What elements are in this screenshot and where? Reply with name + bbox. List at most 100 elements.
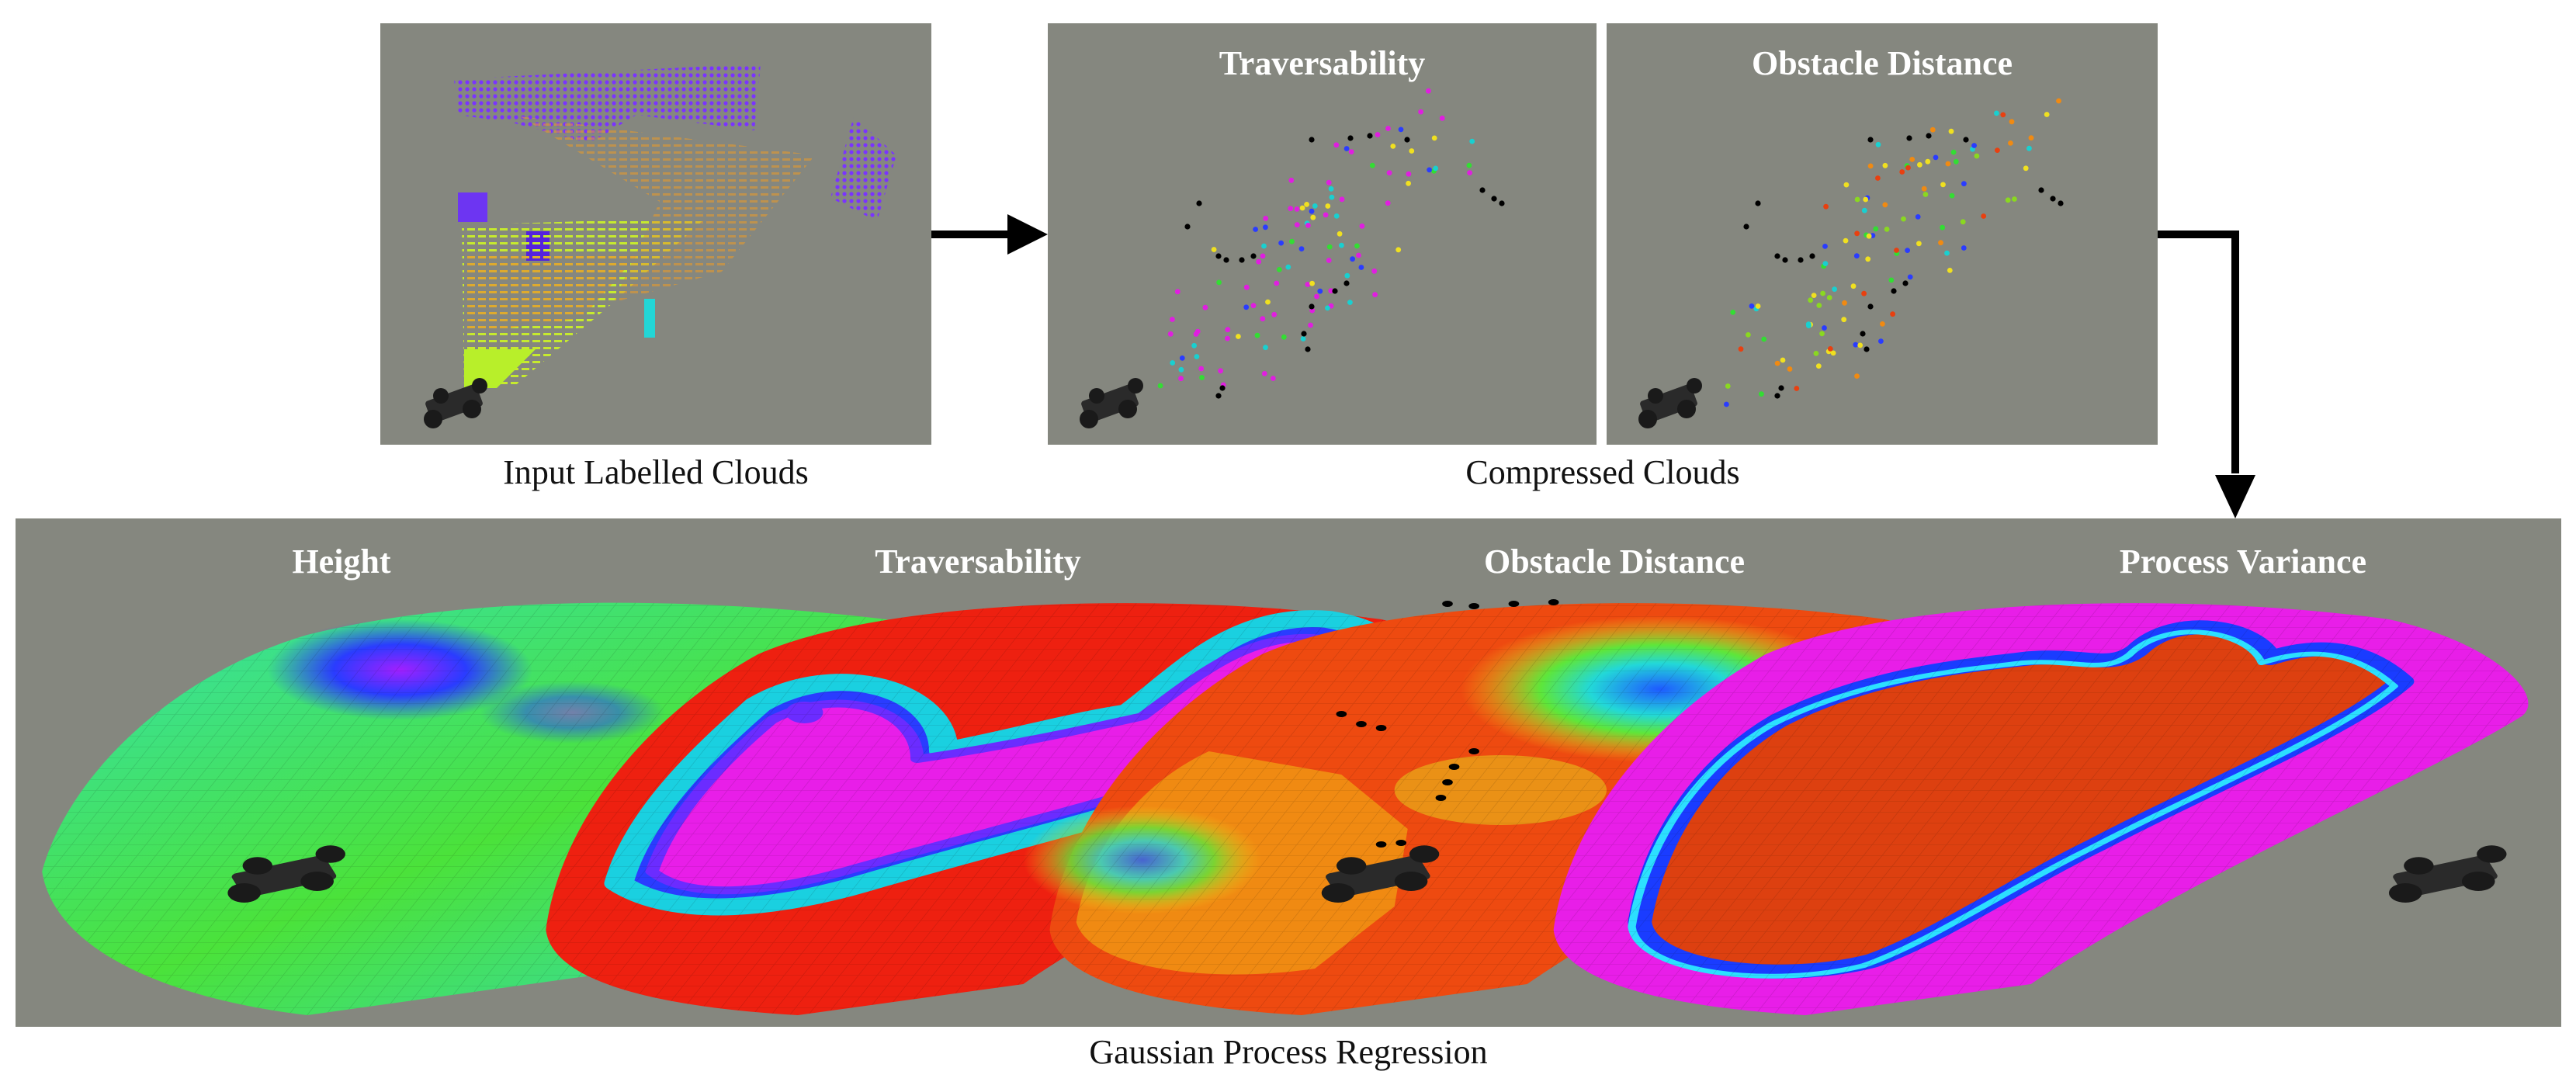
obstacle-point (1250, 253, 1257, 259)
cloud-point (1243, 284, 1250, 290)
process-variance-map (1553, 603, 2529, 1015)
cloud-point (1843, 182, 1850, 188)
obstacle-point (1301, 331, 1307, 337)
cloud-point (1994, 110, 1999, 116)
cloud-point (2008, 140, 2013, 146)
cloud-point (1827, 346, 1833, 352)
cloud-point (1398, 127, 1404, 133)
cloud-point (1866, 233, 1872, 239)
cloud-point (1820, 290, 1825, 296)
cloud-point (1157, 383, 1163, 389)
cloud-point (1274, 280, 1280, 286)
arrow-down-icon (2158, 231, 2255, 518)
cloud-point (1974, 153, 1980, 159)
cloud-point (2005, 197, 2011, 203)
cloud-point (1854, 196, 1860, 203)
robot-icon (424, 378, 487, 428)
cloud-point (1853, 341, 1859, 348)
obstacle-point (1864, 346, 1870, 352)
cloud-point (1390, 144, 1396, 149)
obstacle-point (1755, 200, 1761, 206)
cloud-point (1199, 375, 1205, 380)
cloud-point (1305, 282, 1311, 287)
cloud-point (1971, 143, 1977, 148)
cloud-point (1294, 222, 1300, 227)
cloud-point (1819, 331, 1825, 337)
obstacle-point (1347, 135, 1354, 141)
cloud-point (1304, 202, 1309, 207)
cloud-point (1805, 321, 1812, 327)
cloud-point (2012, 196, 2017, 202)
cloud-point (1826, 295, 1832, 300)
obstacle-point (1223, 257, 1229, 263)
cloud-point (1823, 203, 1829, 210)
cloud-point (1933, 154, 1939, 161)
cloud-point (1178, 376, 1184, 382)
cloud-point (1890, 311, 1895, 317)
cloud-point (1294, 206, 1300, 212)
obstacle-point (2038, 187, 2044, 193)
arrow-right-icon (931, 214, 1048, 255)
cloud-point (1915, 214, 1921, 220)
cloud-point (1925, 158, 1931, 165)
cloud-point (1350, 256, 1355, 262)
cloud-point (1356, 252, 1361, 258)
cloud-point (1343, 146, 1350, 151)
cloud-point (1922, 192, 1929, 197)
cloud-point (1265, 299, 1271, 305)
cloud-point (1263, 224, 1268, 231)
obstacle-point (1891, 288, 1897, 294)
cloud-point (1929, 127, 1936, 133)
cloud-point (1198, 366, 1205, 372)
gpr-panel: Height Traversability Obstacle Distance … (16, 518, 2561, 1027)
cloud-point (1170, 317, 1175, 322)
compressed-obstacle-distance-plot (1638, 98, 2064, 428)
robot-icon (1638, 378, 1702, 428)
cloud-point (1960, 219, 1966, 225)
cloud-point (1854, 231, 1860, 237)
cloud-point (1917, 161, 1922, 168)
compressed-obstacle-distance-title: Obstacle Distance (1751, 44, 2013, 82)
cloud-point (1875, 175, 1881, 181)
cloud-point (1730, 310, 1736, 315)
robot-icon (227, 845, 345, 903)
robot-icon (1080, 378, 1143, 428)
cloud-point (1288, 177, 1295, 183)
cloud-point (2026, 145, 2032, 151)
obstacle-point (1499, 200, 1505, 206)
cloud-point (1261, 371, 1267, 376)
cloud-point (1469, 138, 1475, 144)
obstacle-point (1343, 280, 1350, 286)
cloud-point (2023, 165, 2029, 172)
cloud-point (1418, 109, 1423, 115)
cloud-point (1310, 214, 1316, 220)
cloud-point (1386, 170, 1392, 176)
cloud-point (1961, 245, 1967, 251)
cloud-point (1271, 311, 1278, 317)
cloud-point (1253, 227, 1258, 232)
cloud-point (1949, 192, 1955, 199)
cloud-point (1326, 179, 1332, 185)
obstacle-point (1778, 385, 1784, 391)
gpr-caption: Gaussian Process Regression (1089, 1033, 1488, 1071)
cloud-point (1940, 182, 1946, 188)
cloud-point (1254, 332, 1260, 338)
cloud-point (1841, 317, 1847, 323)
cloud-point (1312, 203, 1318, 209)
cloud-point (1822, 261, 1829, 266)
cloud-point (1344, 272, 1350, 279)
obstacle-point (1215, 253, 1222, 259)
cloud-point (1323, 212, 1329, 218)
cloud-point (1348, 149, 1354, 155)
obstacle-point (1404, 137, 1410, 143)
cloud-point (2028, 135, 2034, 141)
obstacle-point (1305, 346, 1311, 352)
cloud-point (1749, 303, 1755, 309)
cloud-point (1309, 280, 1315, 286)
obstacle-point (1798, 257, 1804, 263)
obstacle-point (1926, 133, 1932, 139)
compressed-traversability-title: Traversability (1219, 44, 1426, 82)
cloud-point (1948, 128, 1954, 134)
cloud-point (1843, 237, 1849, 244)
cloud-point (1905, 165, 1911, 171)
